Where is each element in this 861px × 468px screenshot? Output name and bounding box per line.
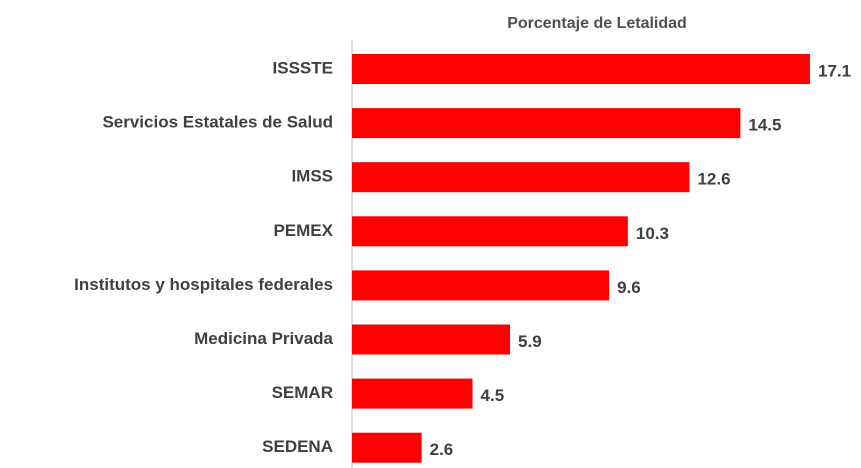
- data-label: 12.6: [697, 170, 730, 189]
- y-tick-label: PEMEX: [273, 221, 333, 240]
- bar: [352, 54, 810, 84]
- bar: [352, 162, 690, 193]
- bar: [352, 324, 511, 355]
- data-label: 17.1: [818, 61, 851, 80]
- bar: [352, 108, 741, 139]
- y-tick-label: ISSSTE: [273, 58, 333, 77]
- y-tick-label: Servicios Estatales de Salud: [102, 113, 333, 132]
- y-tick-label: Medicina Privada: [194, 329, 333, 348]
- bar: [352, 270, 610, 301]
- data-label: 4.5: [481, 386, 505, 405]
- data-label: 5.9: [518, 332, 542, 351]
- bar: [352, 432, 422, 463]
- bar: [352, 216, 628, 247]
- data-label: 2.6: [430, 440, 454, 459]
- y-tick-label: IMSS: [291, 167, 333, 186]
- data-label: 10.3: [636, 224, 669, 243]
- data-label: 14.5: [748, 116, 781, 135]
- y-tick-label: Institutos y hospitales federales: [74, 275, 333, 294]
- y-tick-label: SEMAR: [272, 383, 333, 402]
- data-label: 9.6: [617, 278, 641, 297]
- y-tick-label: SEDENA: [262, 437, 333, 456]
- bar: [352, 378, 473, 409]
- chart-title: Porcentaje de Letalidad: [507, 15, 687, 32]
